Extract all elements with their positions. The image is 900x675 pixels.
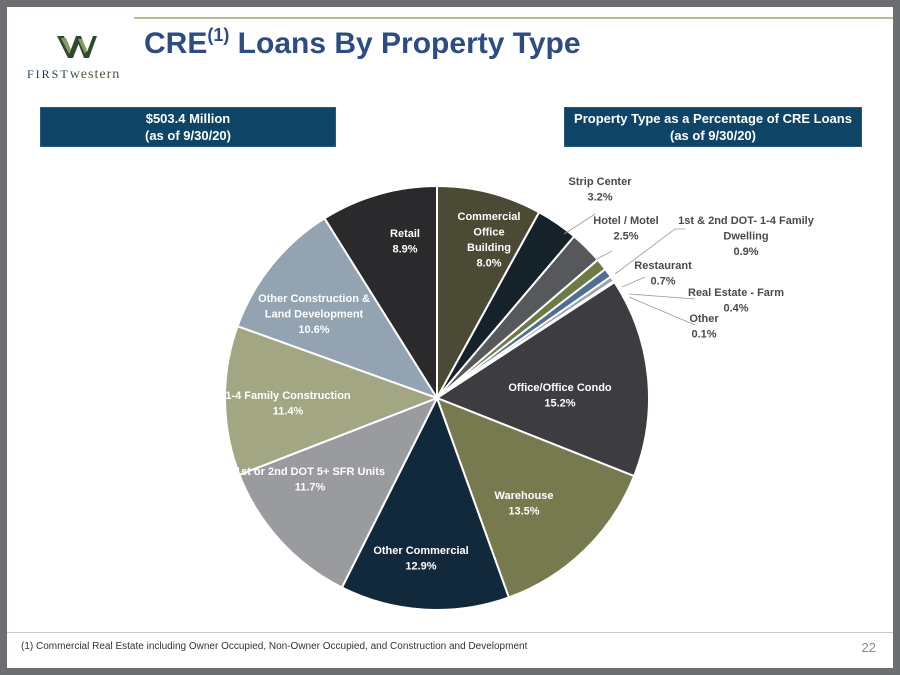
pie-slice-1st-or-2nd-dot-5-sfr-units [238,396,440,589]
leader-line-1st-2nd-dot-1-4-family-dwelling [614,228,685,275]
slice-value-1st-or-2nd-dot-5-sfr-units: 11.7% [295,482,326,494]
slice-value-1-4-family-construction: 11.4% [273,406,304,418]
leader-line-restaurant [621,276,646,288]
slice-label-commercial-office-building: Commercial Office Building 8.0% [458,211,521,270]
leader-line-other [628,296,696,326]
footnote: (1) Commercial Real Estate including Own… [21,641,528,652]
pie-slice-1-4-family-construction [224,324,440,477]
top-rule [134,17,893,19]
pie-slice-other-construction-land-development [236,216,440,400]
slice-value-strip-center: 3.2% [587,192,612,204]
slice-label-other-construction-land-development: Other Construction & Land Development 10.6… [258,293,370,336]
leader-line-real-estate-farm [628,293,696,300]
slice-label-real-estate-farm: Real Estate - Farm 0.4% [688,287,784,315]
slice-label-restaurant: Restaurant 0.7% [634,260,692,288]
slice-label-warehouse: Warehouse 13.5% [495,490,554,518]
pie-slice-retail [323,184,438,402]
leader-line-hotel-motel [596,250,613,260]
slice-value-other-commercial: 12.9% [405,561,436,573]
pie-slice-other-commercial [340,395,511,611]
slice-label-other: Other 0.1% [689,313,719,341]
slice-label-1-4-family-construction: 1-4 Family Construction 11.4% [225,390,351,418]
slice-value-commercial-office-building: 8.0% [476,258,501,270]
slice-label-hotel-motel: Hotel / Motel 2.5% [593,215,658,243]
slice-value-retail: 8.9% [392,244,417,256]
slice-value-1st-2nd-dot-1-4-family-dwelling: 0.9% [733,246,758,258]
slice-value-warehouse: 13.5% [508,506,539,518]
leader-line-strip-center [563,213,596,235]
total-date: (as of 9/30/20) [145,128,231,143]
total-amount: $503.4 Million [145,111,231,126]
slice-value-office-office-condo: 15.2% [544,398,575,410]
pie-slice-commercial-office-building [436,184,541,399]
slice-value-hotel-motel: 2.5% [613,231,638,243]
slice-label-strip-center: Strip Center 3.2% [569,176,633,204]
logo-w-icon [57,36,97,58]
pie-slice-office-office-condo [434,280,650,478]
page-title: CRE(1) Loans By Property Type [144,25,581,60]
slice-label-other-commercial: Other Commercial 12.9% [373,545,468,573]
chart-caption: Property Type as a Percentage of CRE Loa… [574,111,852,126]
slice-label-1st-2nd-dot-1-4-family-dwelling: 1st & 2nd DOT- 1-4 Family Dwelling 0.9% [678,215,815,258]
chart-caption-date: (as of 9/30/20) [670,128,756,143]
pie-slice-warehouse [435,396,636,599]
page-number: 22 [861,640,876,655]
first-western-logo: FIRSTwestern [27,34,137,86]
chart-caption-box: Property Type as a Percentage of CRE Loa… [564,107,862,147]
logo-wordmark: FIRSTwestern [27,67,121,82]
slide: FIRSTwestern CRE(1) Loans By Property Ty… [7,7,893,668]
slice-label-1st-or-2nd-dot-5-sfr-units: 1st or 2nd DOT 5+ SFR Units 11.7% [235,466,385,494]
slice-value-restaurant: 0.7% [650,276,675,288]
slice-label-office-office-condo: Office/Office Condo 15.2% [508,382,612,410]
total-amount-box: $503.4 Million (as of 9/30/20) [40,107,336,147]
slice-value-real-estate-farm: 0.4% [723,303,748,315]
footer-rule [7,632,893,633]
slice-label-retail: Retail 8.9% [390,228,420,256]
slice-value-other-construction-land-development: 10.6% [298,324,329,336]
slice-value-other: 0.1% [691,329,716,341]
pie-chart: Commercial Office Building 8.0% Strip Center… [224,176,815,611]
